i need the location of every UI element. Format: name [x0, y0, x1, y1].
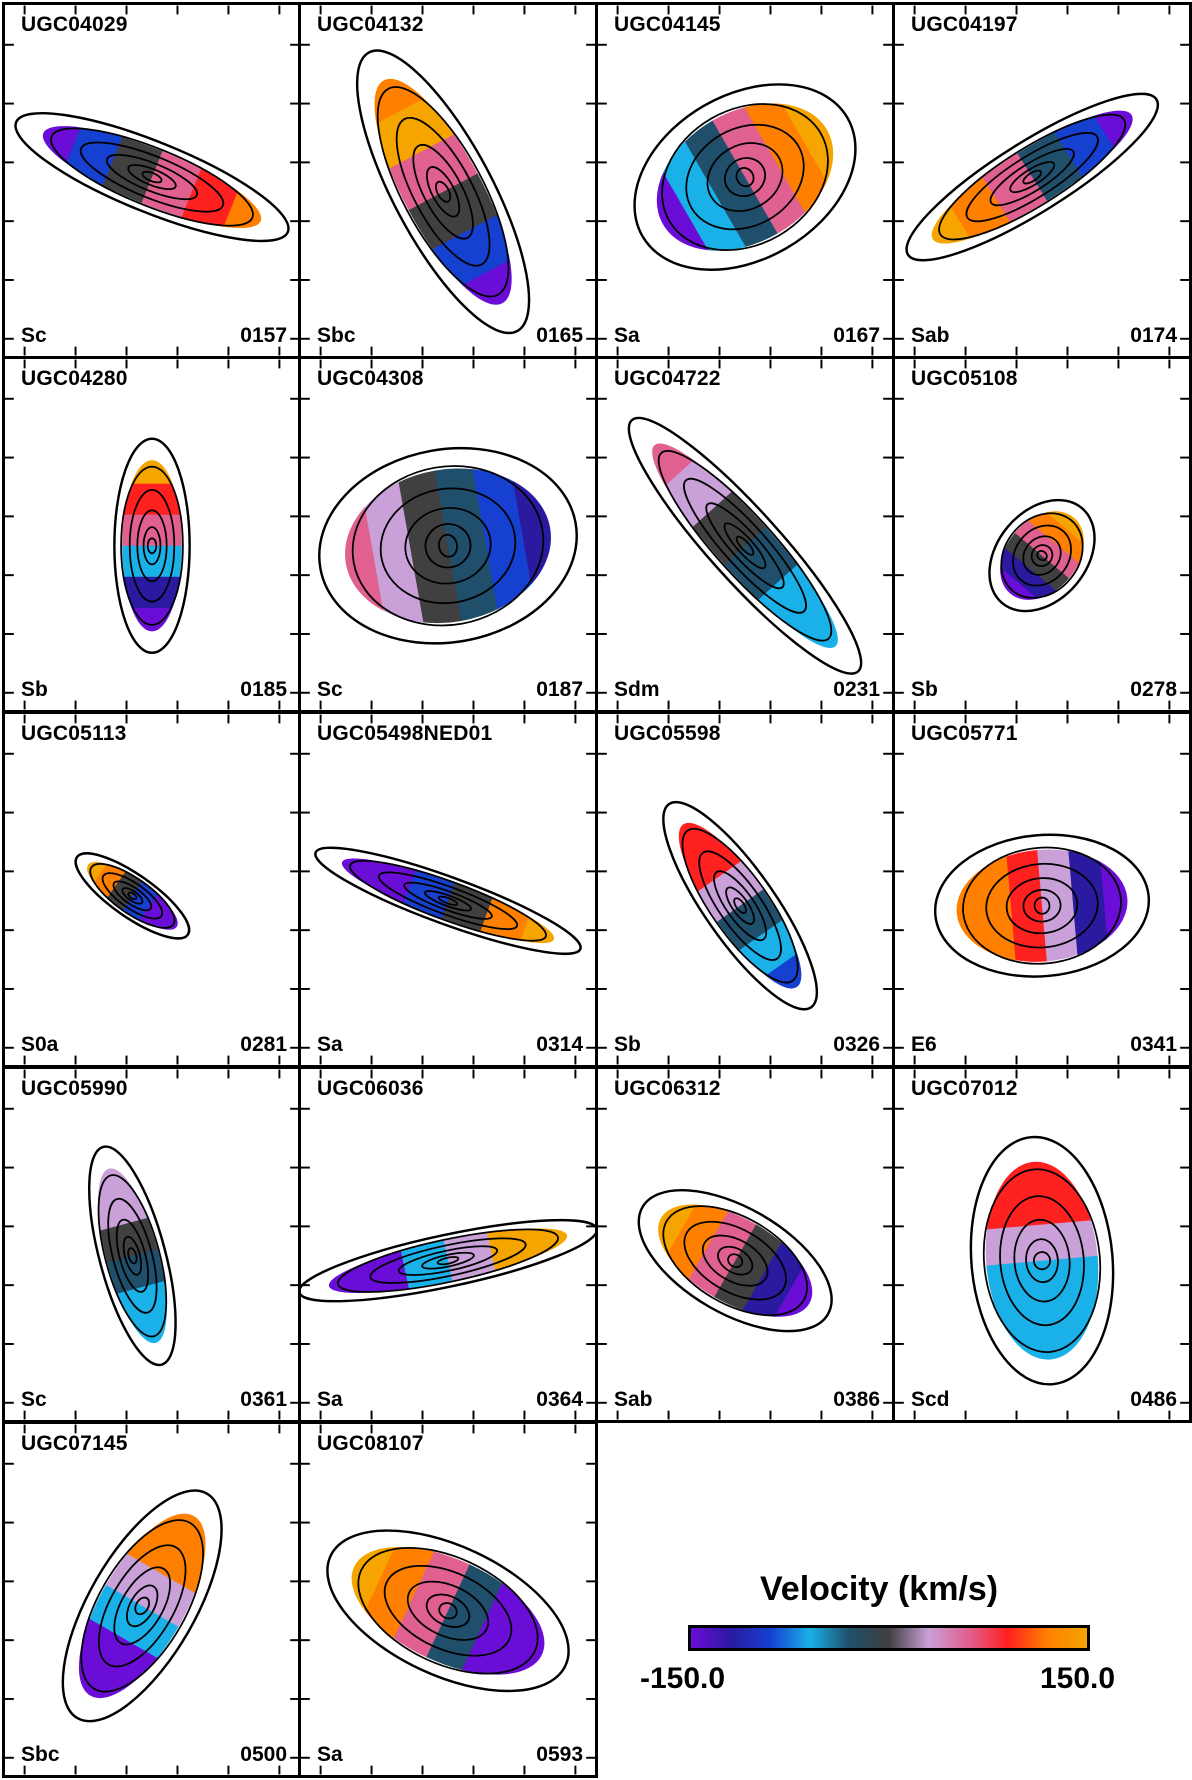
galaxy-name: UGC04145 [614, 13, 721, 36]
velocity-map-image [5, 1069, 299, 1420]
velocity-map-image [5, 1424, 299, 1775]
galaxy-name: UGC04197 [911, 13, 1018, 36]
morphology-type: Sa [317, 1743, 343, 1766]
galaxy-id-number: 0500 [240, 1743, 287, 1766]
velocity-map-image [301, 359, 595, 710]
galaxy-panel: UGC08107 Sa 0593 [298, 1421, 598, 1778]
galaxy-panel: UGC05598 Sb 0326 [595, 711, 895, 1068]
galaxy-name: UGC05990 [21, 1077, 128, 1100]
legend-max-label: 150.0 [1040, 1662, 1116, 1695]
galaxy-id-number: 0593 [536, 1743, 583, 1766]
velocity-colorbar [688, 1625, 1090, 1651]
galaxy-id-number: 0157 [240, 324, 287, 347]
morphology-type: Sb [21, 678, 48, 701]
galaxy-panel: UGC07145 Sbc 0500 [2, 1421, 302, 1778]
velocity-map-image [895, 5, 1189, 356]
velocity-map-image [5, 714, 299, 1065]
galaxy-id-number: 0386 [833, 1388, 880, 1411]
morphology-type: Sa [614, 324, 640, 347]
velocity-map-image [301, 714, 595, 1065]
morphology-type: Sa [317, 1033, 343, 1056]
galaxy-name: UGC07145 [21, 1432, 128, 1455]
galaxy-panel: UGC04722 Sdm 0231 [595, 356, 895, 713]
velocity-map-image [895, 1069, 1189, 1420]
galaxy-name: UGC04308 [317, 367, 424, 390]
galaxy-panel: UGC04197 Sab 0174 [892, 2, 1192, 359]
morphology-type: Sdm [614, 678, 660, 701]
galaxy-panel: UGC04029 Sc 0157 [2, 2, 302, 359]
morphology-type: Sab [911, 324, 950, 347]
galaxy-id-number: 0174 [1130, 324, 1177, 347]
morphology-type: Sbc [21, 1743, 60, 1766]
galaxy-name: UGC05598 [614, 722, 721, 745]
galaxy-panel: UGC05113 S0a 0281 [2, 711, 302, 1068]
galaxy-id-number: 0364 [536, 1388, 583, 1411]
galaxy-panel: UGC05498NED01 Sa 0314 [298, 711, 598, 1068]
galaxy-panel: UGC05771 E6 0341 [892, 711, 1192, 1068]
morphology-type: Scd [911, 1388, 950, 1411]
galaxy-id-number: 0278 [1130, 678, 1177, 701]
velocity-map-image [301, 1424, 595, 1775]
galaxy-id-number: 0185 [240, 678, 287, 701]
galaxy-id-number: 0165 [536, 324, 583, 347]
velocity-map-image [5, 5, 299, 356]
morphology-type: S0a [21, 1033, 59, 1056]
galaxy-name: UGC05498NED01 [317, 722, 493, 745]
galaxy-name: UGC05108 [911, 367, 1018, 390]
galaxy-name: UGC08107 [317, 1432, 424, 1455]
velocity-map-image [895, 359, 1189, 710]
legend-title: Velocity (km/s) [760, 1570, 999, 1608]
velocity-map-image [895, 714, 1189, 1065]
velocity-map-image [598, 714, 892, 1065]
galaxy-id-number: 0486 [1130, 1388, 1177, 1411]
galaxy-name: UGC06312 [614, 1077, 721, 1100]
galaxy-name: UGC04280 [21, 367, 128, 390]
galaxy-panel: UGC05108 Sb 0278 [892, 356, 1192, 713]
galaxy-panel: UGC04145 Sa 0167 [595, 2, 895, 359]
morphology-type: Sc [21, 324, 47, 347]
galaxy-panel: UGC04132 Sbc 0165 [298, 2, 598, 359]
galaxy-id-number: 0341 [1130, 1033, 1177, 1056]
velocity-map-image [598, 359, 892, 710]
velocity-colorbar-legend: Velocity (km/s) -150.0 150.0 [640, 1570, 1120, 1740]
galaxy-id-number: 0167 [833, 324, 880, 347]
galaxy-panel: UGC05990 Sc 0361 [2, 1066, 302, 1423]
morphology-type: Sa [317, 1388, 343, 1411]
velocity-map-image [301, 5, 595, 356]
galaxy-panel: UGC04280 Sb 0185 [2, 356, 302, 713]
morphology-type: Sb [911, 678, 938, 701]
legend-min-label: -150.0 [640, 1662, 726, 1695]
galaxy-id-number: 0361 [240, 1388, 287, 1411]
morphology-type: Sc [21, 1388, 47, 1411]
galaxy-id-number: 0281 [240, 1033, 287, 1056]
galaxy-panel: UGC06312 Sab 0386 [595, 1066, 895, 1423]
galaxy-name: UGC05771 [911, 722, 1018, 745]
morphology-type: Sab [614, 1388, 653, 1411]
galaxy-name: UGC06036 [317, 1077, 424, 1100]
galaxy-name: UGC07012 [911, 1077, 1018, 1100]
morphology-type: Sbc [317, 324, 356, 347]
morphology-type: E6 [911, 1033, 937, 1056]
morphology-type: Sc [317, 678, 343, 701]
galaxy-panel: UGC04308 Sc 0187 [298, 356, 598, 713]
galaxy-name: UGC04132 [317, 13, 424, 36]
velocity-map-image [301, 1069, 595, 1420]
morphology-type: Sb [614, 1033, 641, 1056]
velocity-map-image [598, 5, 892, 356]
velocity-map-image [5, 359, 299, 710]
galaxy-panel: UGC07012 Scd 0486 [892, 1066, 1192, 1423]
galaxy-name: UGC05113 [21, 722, 127, 745]
galaxy-name: UGC04029 [21, 13, 128, 36]
galaxy-name: UGC04722 [614, 367, 721, 390]
galaxy-id-number: 0326 [833, 1033, 880, 1056]
galaxy-panel: UGC06036 Sa 0364 [298, 1066, 598, 1423]
galaxy-id-number: 0187 [536, 678, 583, 701]
galaxy-id-number: 0231 [833, 678, 880, 701]
velocity-map-image [598, 1069, 892, 1420]
galaxy-id-number: 0314 [536, 1033, 583, 1056]
